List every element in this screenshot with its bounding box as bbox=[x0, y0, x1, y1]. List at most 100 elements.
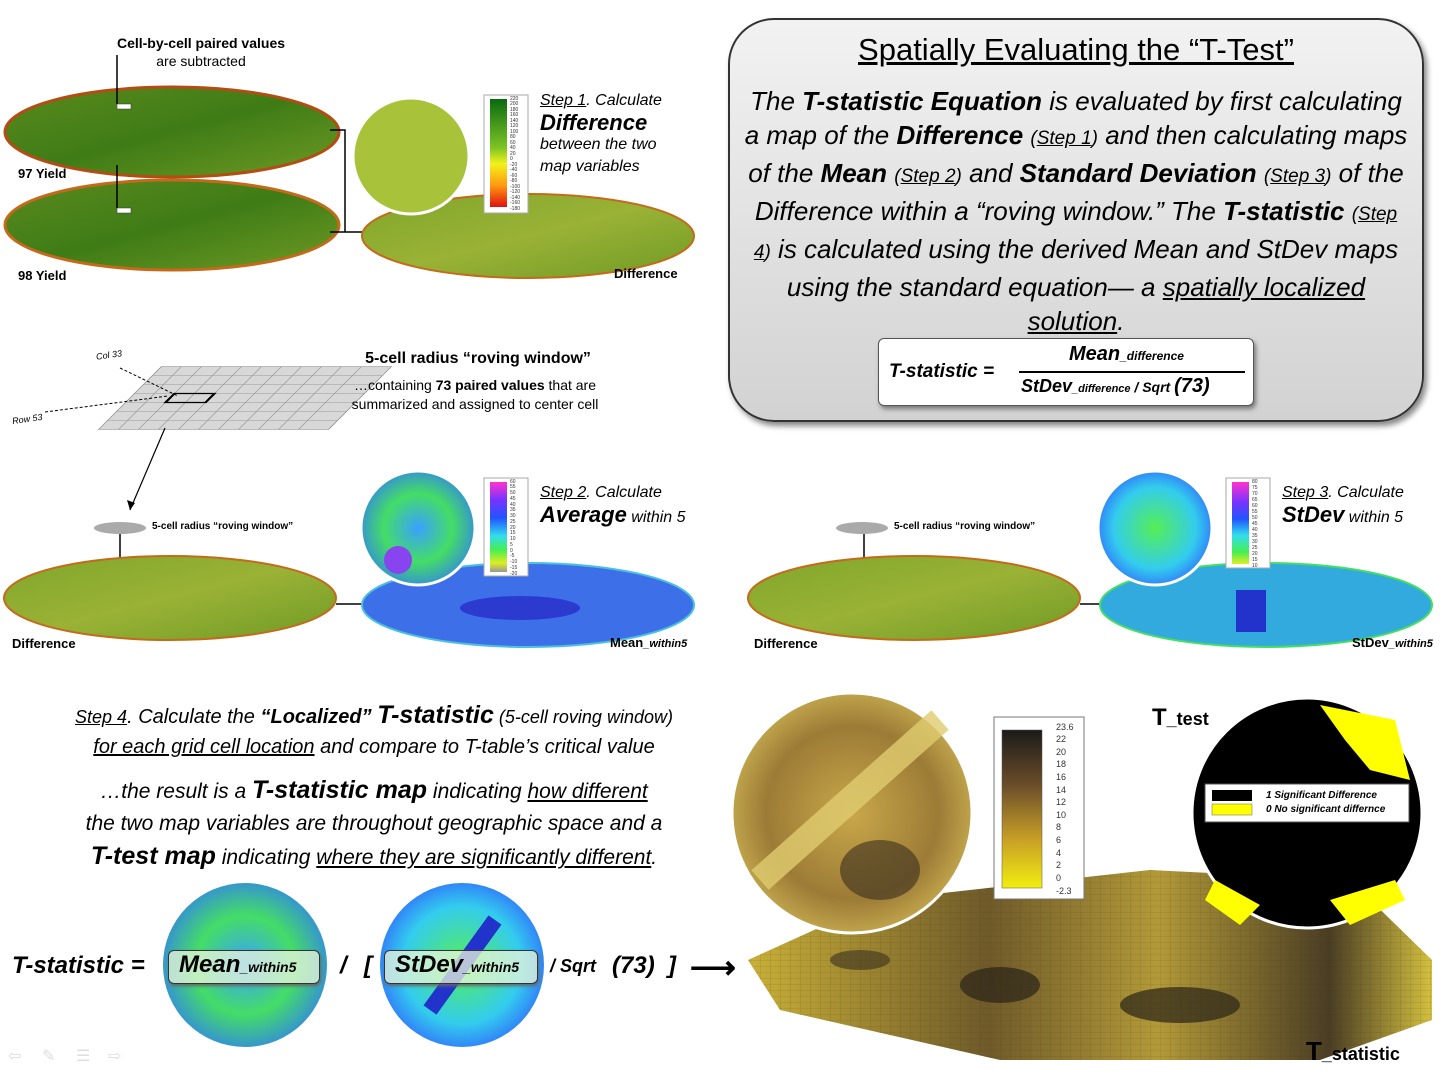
legend-tick-label: 30 bbox=[510, 513, 516, 519]
legend-tick-label: 10 bbox=[1056, 809, 1067, 820]
label-mean: Mean bbox=[610, 635, 644, 650]
legend-tick-label: 40 bbox=[510, 501, 516, 508]
step4-t6: and compare to T-table’s critical value bbox=[314, 736, 655, 758]
para-p4: and bbox=[961, 158, 1020, 188]
legend-tick-label: 10 bbox=[1252, 562, 1258, 569]
step1-link[interactable]: Step 1 bbox=[540, 92, 587, 109]
step2-link[interactable]: Step 2 bbox=[540, 484, 587, 501]
formula-box: T-statistic = Mean_difference StDev_diff… bbox=[878, 338, 1254, 406]
para-b4: Standard Deviation bbox=[1019, 158, 1257, 188]
step4-t3: T-statistic bbox=[377, 701, 494, 729]
formula-den-a: StDev bbox=[1021, 376, 1073, 396]
formula-num: Mean bbox=[1069, 343, 1121, 365]
legend-tick-label: 2 bbox=[1056, 860, 1062, 871]
formula-num-sub: _difference bbox=[1120, 349, 1184, 363]
step4-r2: T-statistic map bbox=[252, 776, 428, 804]
legend-tick-label: -180 bbox=[510, 205, 521, 212]
legend-tick-label: 120 bbox=[510, 123, 519, 129]
step2-caption: Step 2. Calculate Average within 5 bbox=[540, 482, 720, 529]
legend-tick-label: -20 bbox=[510, 161, 518, 168]
para-step2-link[interactable]: Step 2 bbox=[900, 166, 956, 187]
formula-numerator: Mean_difference bbox=[1069, 343, 1184, 366]
legend-tick-label: 45 bbox=[1252, 520, 1258, 527]
legend-mean-ticks: 60 55 50 45 40 35 30 25 20 15 10 5 0 -5 -10 -15 -20 bbox=[510, 478, 528, 577]
page-title: Spatially Evaluating the “T-Test” bbox=[730, 32, 1422, 68]
roving-desc-b: that are bbox=[544, 377, 597, 393]
step4-r1: …the result is a bbox=[100, 780, 252, 803]
legend-tick-label: -100 bbox=[510, 183, 521, 190]
legend-tick-label: 15 bbox=[1252, 556, 1258, 563]
legend-tick-label: 60 bbox=[510, 478, 516, 485]
label-tstatistic-sub: _statistic bbox=[1321, 1044, 1400, 1064]
step4-link[interactable]: Step 4 bbox=[75, 707, 128, 727]
equation-stdev-sub: _within5 bbox=[463, 959, 520, 975]
page-title-text: Spatially Evaluating the “T-Test” bbox=[858, 32, 1294, 67]
legend-tick-label: 220 bbox=[510, 95, 519, 102]
step4-r4: how different bbox=[527, 780, 648, 803]
legend-tick-label: 6 bbox=[1056, 835, 1062, 846]
step1-title: Difference bbox=[540, 110, 648, 135]
forward-arrow-icon[interactable]: ⇨ bbox=[108, 1048, 122, 1065]
label-stdev: StDev bbox=[1352, 635, 1389, 650]
step2-rest: . Calculate bbox=[586, 484, 662, 501]
equation-n: (73) bbox=[612, 952, 655, 979]
title-box: Spatially Evaluating the “T-Test” The T-… bbox=[728, 18, 1424, 422]
legend-tick-label: 0 bbox=[1056, 872, 1062, 883]
legend-tick-label: 55 bbox=[510, 484, 516, 491]
roving-desc-line2: summarized and assigned to center cell bbox=[351, 396, 599, 412]
para-step1-link[interactable]: Step 1 bbox=[1036, 128, 1092, 149]
step2-title: Average bbox=[540, 502, 627, 527]
legend-tick-label: 20 bbox=[1056, 746, 1067, 757]
label-tstatistic-main: T bbox=[1306, 1036, 1322, 1066]
difference-map-2 bbox=[3, 555, 337, 641]
step4-r5: the two map variables are throughout geo… bbox=[85, 812, 663, 835]
menu-icon[interactable]: ☰ bbox=[76, 1048, 91, 1065]
step4-r3: indicating bbox=[427, 780, 528, 803]
callout-subtitle: are subtracted bbox=[156, 53, 246, 69]
callout-title: Cell-by-cell paired values bbox=[116, 35, 286, 51]
legend-tick-label: -5 bbox=[510, 553, 515, 560]
para-step3-link[interactable]: Step 3 bbox=[1270, 166, 1326, 187]
pen-icon[interactable]: ✎ bbox=[42, 1048, 56, 1065]
legend-tick-label: 100 bbox=[510, 128, 519, 135]
legend-tick-label: 50 bbox=[510, 490, 516, 496]
formula-den-c: (73) bbox=[1174, 375, 1210, 397]
para-p3: and then calculating maps of the bbox=[748, 120, 1408, 188]
window-label-2: 5-cell radius “roving window” bbox=[152, 521, 294, 532]
legend-tick-label: 55 bbox=[1252, 508, 1258, 515]
callout-subtracted: Cell-by-cell paired values are subtracte… bbox=[98, 34, 304, 70]
legend-tick-label: 14 bbox=[1056, 784, 1067, 795]
legend-stdev-ticks: 80 75 70 65 60 55 50 45 40 35 30 25 20 15 10 bbox=[1252, 479, 1270, 569]
legend-tick-label: -40 bbox=[510, 167, 518, 173]
legend-tick-label: 18 bbox=[1056, 759, 1067, 770]
legend-tick-label: 20 bbox=[510, 524, 516, 531]
legend-tick-label: 22 bbox=[1056, 734, 1067, 745]
legend-tick-label: -15 bbox=[510, 564, 518, 571]
step1-caption: Step 1. Calculate Difference between the… bbox=[540, 90, 710, 178]
legend-tick-label: 160 bbox=[510, 112, 519, 118]
para-p1: The bbox=[750, 86, 803, 116]
step4-r6: T-test map bbox=[90, 842, 216, 870]
step3-link[interactable]: Step 3 bbox=[1282, 484, 1329, 501]
step4-t1: . Calculate the bbox=[127, 706, 261, 728]
legend-tick-label: 4 bbox=[1056, 847, 1062, 858]
legend-tick-label: 35 bbox=[510, 507, 516, 514]
equation-stdev-box: StDev_within5 bbox=[384, 950, 538, 984]
step4-t4: (5-cell roving window) bbox=[493, 707, 673, 727]
step1-line4: map variables bbox=[540, 158, 640, 175]
legend-tick-label: -60 bbox=[510, 172, 518, 179]
legend-tick-label: 65 bbox=[1252, 496, 1258, 503]
para-step4-link[interactable]: Step 4 bbox=[753, 204, 1398, 263]
legend-tick-label: 10 bbox=[510, 536, 516, 542]
label-ttest-main: T bbox=[1152, 704, 1167, 731]
label-mean-within5: Mean_within5 bbox=[610, 635, 687, 650]
legend-tick-label: -20 bbox=[510, 570, 518, 577]
legend-tick-label: -140 bbox=[510, 194, 521, 201]
legend-tick-label: 50 bbox=[1252, 514, 1258, 521]
legend-tick-label: 180 bbox=[510, 106, 519, 113]
legend-difference-ticks: 220 200 180 160 140 120 100 80 60 40 20 0 -20 -40 -60-… bbox=[510, 95, 528, 212]
legend-tstatistic-ticks: 23.6 22 20 18 16 14 12 10 8 6 4 2 0 -2.3 bbox=[1056, 722, 1082, 896]
label-97-yield: 97 Yield bbox=[18, 166, 67, 181]
equation-bracket-close: ] bbox=[668, 952, 676, 979]
back-arrow-icon[interactable]: ⇦ bbox=[8, 1048, 22, 1065]
